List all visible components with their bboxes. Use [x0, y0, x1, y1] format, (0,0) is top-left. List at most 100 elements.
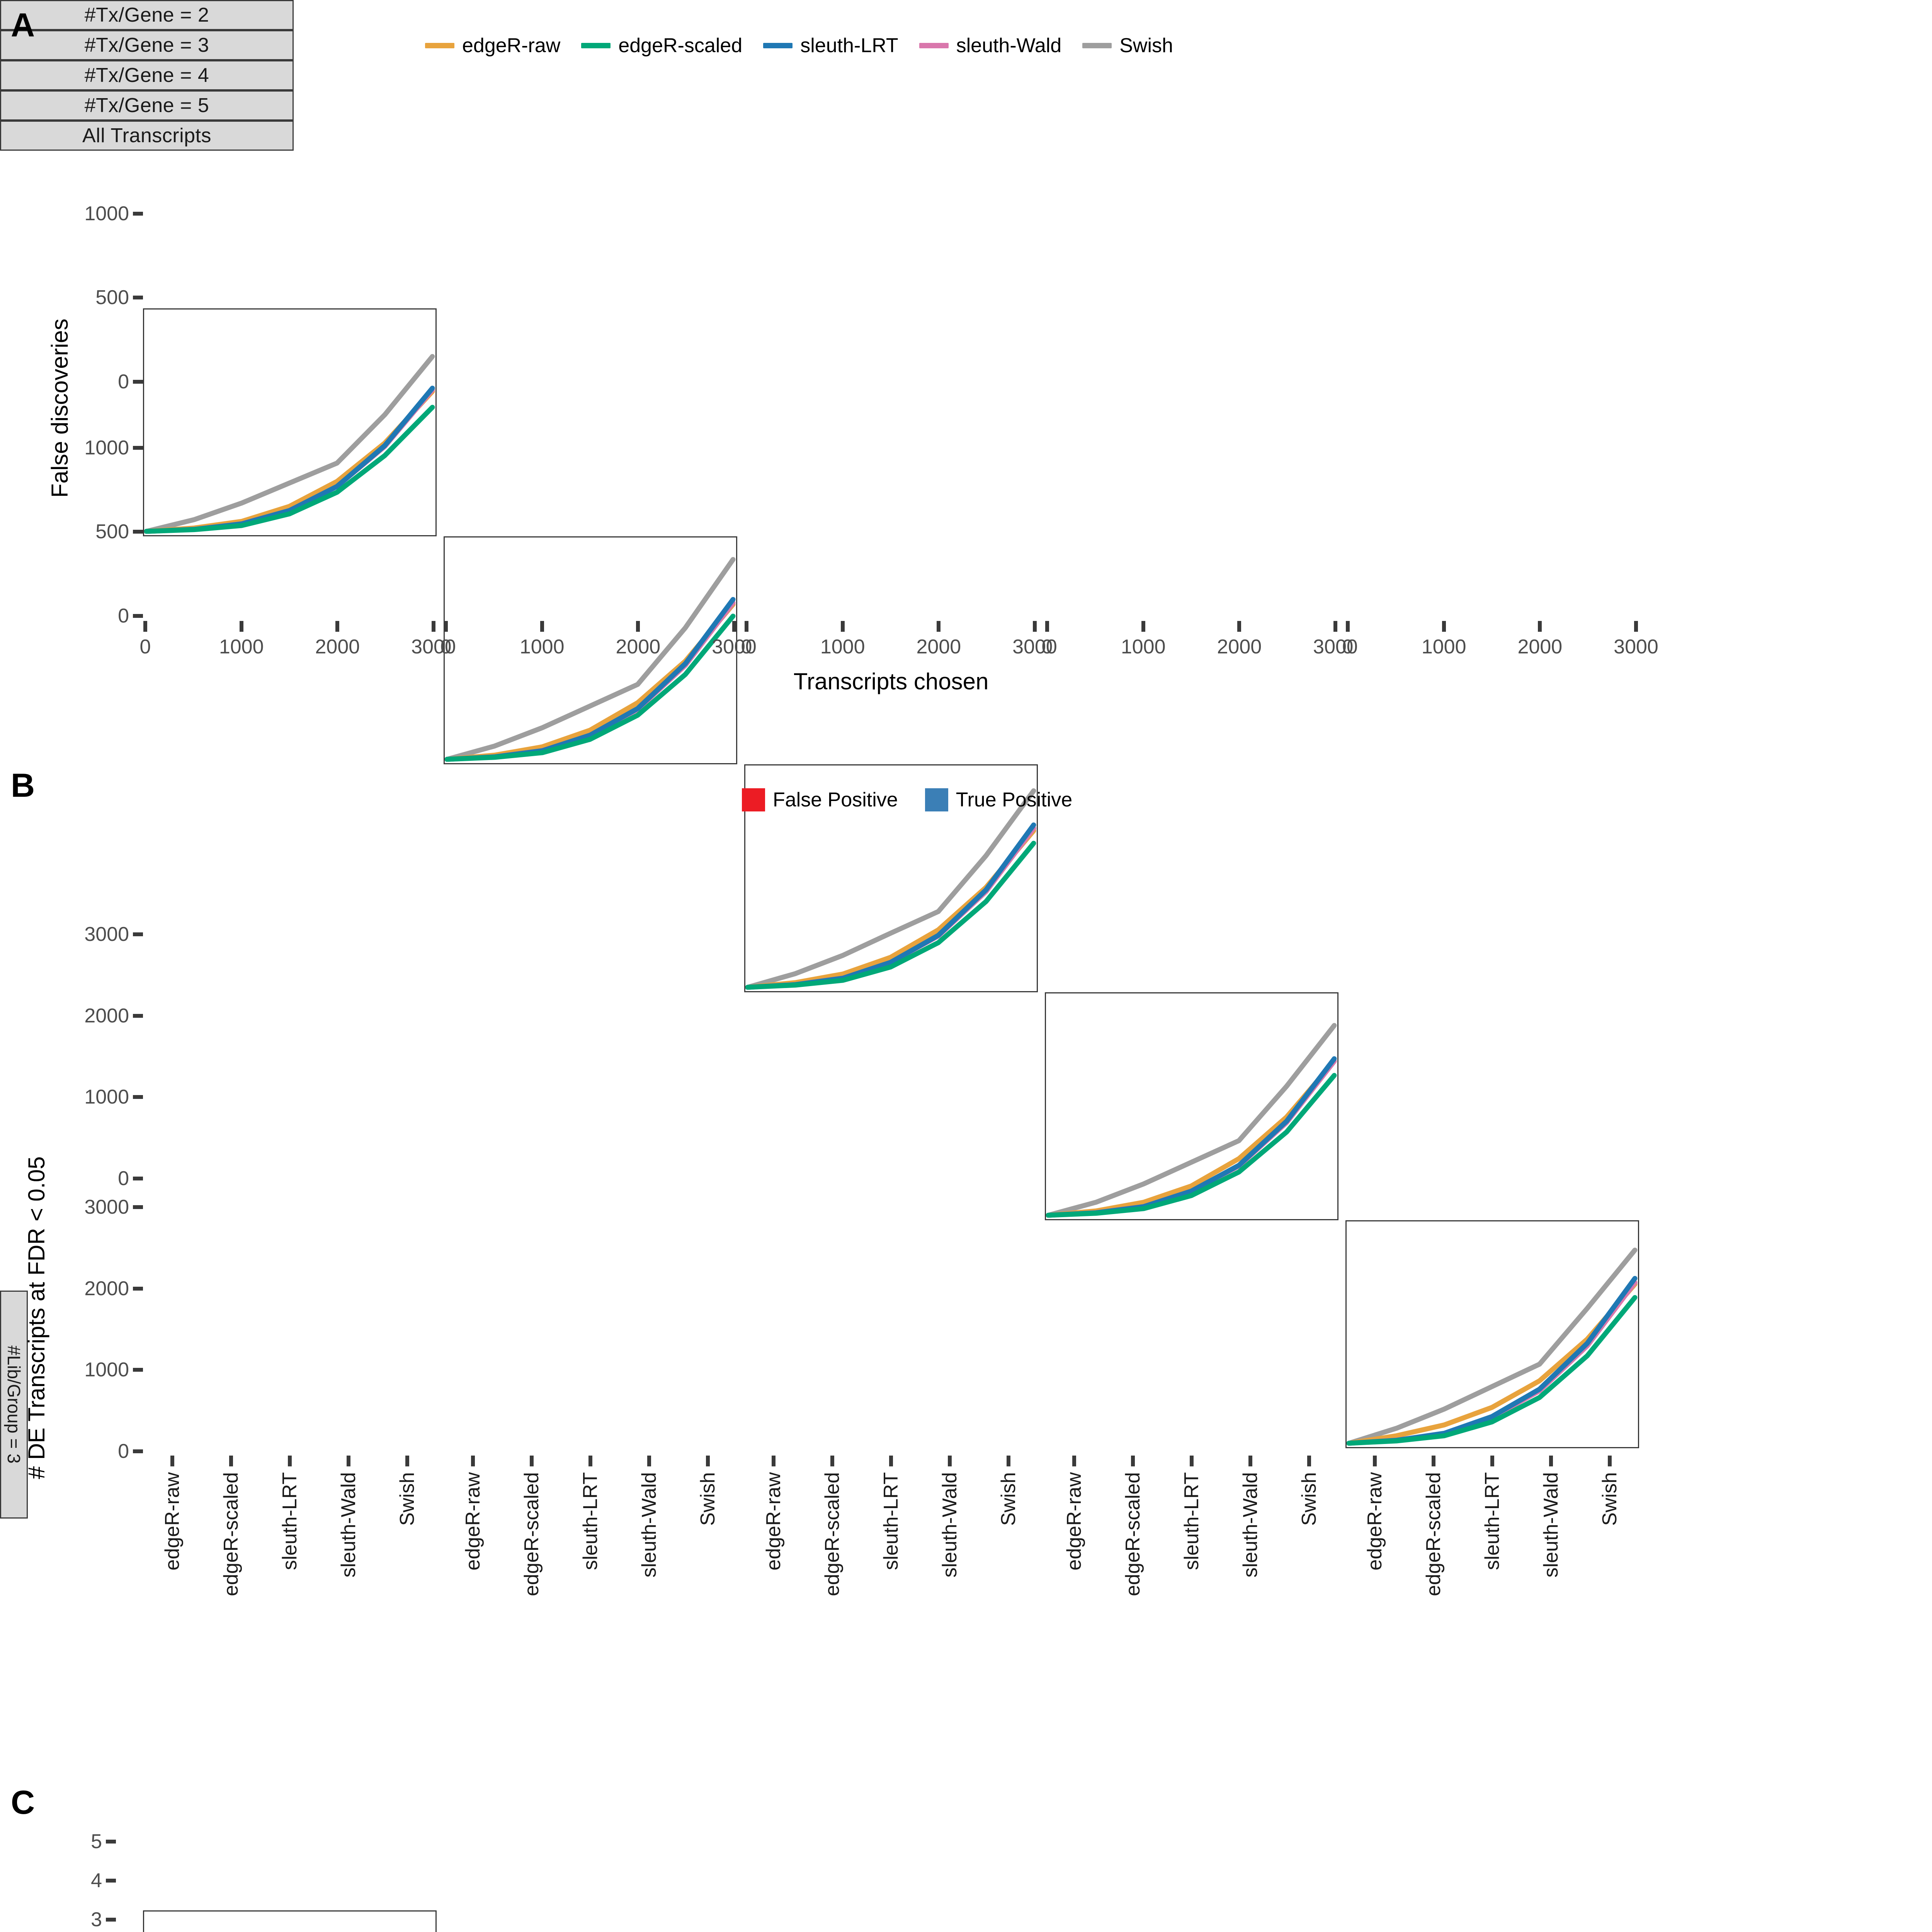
line-series-Swish — [1347, 1247, 1638, 1446]
legend-key-edgeR-raw-icon — [425, 43, 454, 48]
panel-b-x-tick: edgeR-scaled — [1122, 1472, 1144, 1596]
legend-label: Swish — [1119, 34, 1173, 57]
panel-b-y-tick: 1000 — [84, 1359, 129, 1381]
panel-b-x-tick-mark — [706, 1456, 710, 1466]
panel-b-x-tick: Swish — [1298, 1472, 1320, 1526]
panel-b-x-tick-mark — [588, 1456, 592, 1466]
legend-key-sleuth-Wald-icon — [919, 43, 949, 48]
panel-a-line-plot — [144, 354, 435, 534]
panel-b-x-tick: edgeR-scaled — [520, 1472, 543, 1596]
panel-a-x-tick: 2000 — [1517, 636, 1563, 658]
panel-a-x-tick: 3000 — [411, 636, 456, 658]
line-series-Swish — [445, 557, 736, 762]
panel-a-x-tick: 3000 — [712, 636, 757, 658]
panel-b-x-tick: edgeR-raw — [161, 1472, 184, 1571]
panel-a-y-tick: 0 — [118, 605, 129, 627]
panel-b-x-tick: sleuth-LRT — [1481, 1472, 1503, 1570]
panel-b-legend: False Positive True Positive — [742, 788, 1072, 811]
panel-a-x-tick: 1000 — [820, 636, 865, 658]
panel-c-y-tick: 3 — [91, 1908, 102, 1931]
legend-key-sleuth-LRT-icon — [763, 43, 793, 48]
panel-a-x-tick: 0 — [1041, 636, 1053, 658]
panel-b-y-tick-mark — [133, 1014, 143, 1018]
panel-a-y-tick-mark — [133, 614, 143, 618]
panel-c-y-tick-mark — [106, 1879, 116, 1883]
panel-b-x-tick: sleuth-LRT — [579, 1472, 602, 1570]
panel-a-x-tick: 2000 — [916, 636, 961, 658]
panel-b-y-tick-mark — [133, 1205, 143, 1209]
panel-b-x-tick: sleuth-Wald — [337, 1472, 360, 1578]
line-series-edgeR-scaled — [1347, 1295, 1638, 1446]
panel-a-x-tick-mark — [1538, 621, 1542, 632]
panel-b-y-tick-mark — [133, 932, 143, 937]
legend-label: sleuth-Wald — [956, 34, 1062, 57]
panel-a-x-tick-mark — [1033, 621, 1037, 632]
legend-key-edgeR-scaled-icon — [581, 43, 611, 48]
panel-b-y-tick-mark — [133, 1177, 143, 1180]
panel-b-x-tick-mark — [1490, 1456, 1494, 1466]
panel-a-x-tick-mark — [732, 621, 736, 632]
panel-b-y-tick: 0 — [118, 1167, 129, 1190]
panel-b-y-tick-mark — [133, 1286, 143, 1291]
panel-a-y-tick: 1000 — [84, 202, 129, 225]
line-series-edgeR-scaled — [445, 614, 736, 762]
panel-a-x-tick-mark — [1141, 621, 1145, 632]
panel-a-x-tick: 1000 — [1421, 636, 1466, 658]
panel-a-x-tick-mark — [636, 621, 640, 632]
panel-b-x-tick-mark — [1248, 1456, 1252, 1466]
legend-item-edger-scaled: edgeR-scaled — [581, 34, 742, 57]
panel-b-x-tick-mark — [889, 1456, 893, 1466]
panel-a-col-strip-4: #Tx/Gene = 5 — [0, 90, 294, 121]
panel-b-x-tick-mark — [772, 1456, 776, 1466]
panel-b-x-tick-mark — [1131, 1456, 1135, 1466]
panel-b-y-axis-title: # DE Transcripts at FDR < 0.05 — [24, 1156, 49, 1479]
panel-b-x-tick-mark — [830, 1456, 834, 1466]
panel-b-x-tick: Swish — [396, 1472, 418, 1526]
panel-b-x-tick: edgeR-scaled — [1422, 1472, 1445, 1596]
panel-b-x-tick-mark — [1190, 1456, 1194, 1466]
panel-a-legend: edgeR-raw edgeR-scaled sleuth-LRT sleuth-Wa… — [425, 34, 1173, 57]
panel-letter-b: B — [11, 767, 35, 804]
panel-b-x-tick-mark — [1432, 1456, 1435, 1466]
panel-b-y-tick-mark — [133, 1368, 143, 1372]
panel-b-x-tick-mark — [405, 1456, 409, 1466]
panel-b-x-tick-mark — [1007, 1456, 1010, 1466]
panel-a-x-tick: 0 — [440, 636, 452, 658]
panel-b-x-tick: edgeR-raw — [762, 1472, 785, 1571]
panel-b-x-tick: edgeR-raw — [1364, 1472, 1386, 1571]
panel-a-facet-1-1 — [143, 308, 437, 536]
line-series-Swish — [745, 788, 1036, 990]
panel-a-x-tick-mark — [1237, 621, 1242, 632]
panel-a-x-tick-mark — [1045, 621, 1049, 632]
legend-label: True Positive — [956, 789, 1073, 811]
panel-a-facet-1-4 — [1045, 992, 1338, 1220]
panel-a-x-tick-mark — [143, 621, 147, 632]
panel-b-x-tick-mark — [647, 1456, 651, 1466]
panel-b-x-tick-mark — [948, 1456, 952, 1466]
panel-b-y-tick-mark — [133, 1095, 143, 1099]
panel-b-x-tick-mark — [1608, 1456, 1612, 1466]
panel-b-x-tick-mark — [530, 1456, 534, 1466]
panel-b-x-tick: Swish — [997, 1472, 1020, 1526]
legend-key-Swish-icon — [1082, 43, 1112, 48]
legend-item-true-positive: True Positive — [925, 788, 1073, 811]
panel-a-y-tick-mark — [133, 380, 143, 384]
panel-a-x-tick-mark — [540, 621, 544, 632]
panel-b-x-tick: sleuth-Wald — [939, 1472, 961, 1578]
legend-label: edgeR-raw — [462, 34, 561, 57]
panel-a-x-tick-mark — [937, 621, 941, 632]
legend-item-edger-raw: edgeR-raw — [425, 34, 560, 57]
panel-c-y-tick: 4 — [91, 1869, 102, 1892]
panel-a-col-strip-1: #Tx/Gene = 2 — [0, 0, 294, 30]
panel-a-y-tick: 0 — [118, 371, 129, 393]
panel-a-y-tick: 500 — [95, 286, 129, 309]
panel-a-x-tick-mark — [1333, 621, 1337, 632]
panel-a-y-tick: 500 — [95, 520, 129, 543]
panel-b-x-tick-mark — [471, 1456, 475, 1466]
panel-a-x-tick: 1000 — [219, 636, 264, 658]
line-series-Swish — [144, 354, 435, 534]
panel-a-line-plot — [445, 557, 736, 762]
panel-b-y-tick: 2000 — [84, 1004, 129, 1027]
panel-a-x-tick-mark — [1346, 621, 1350, 632]
panel-a-x-tick: 2000 — [1217, 636, 1262, 658]
